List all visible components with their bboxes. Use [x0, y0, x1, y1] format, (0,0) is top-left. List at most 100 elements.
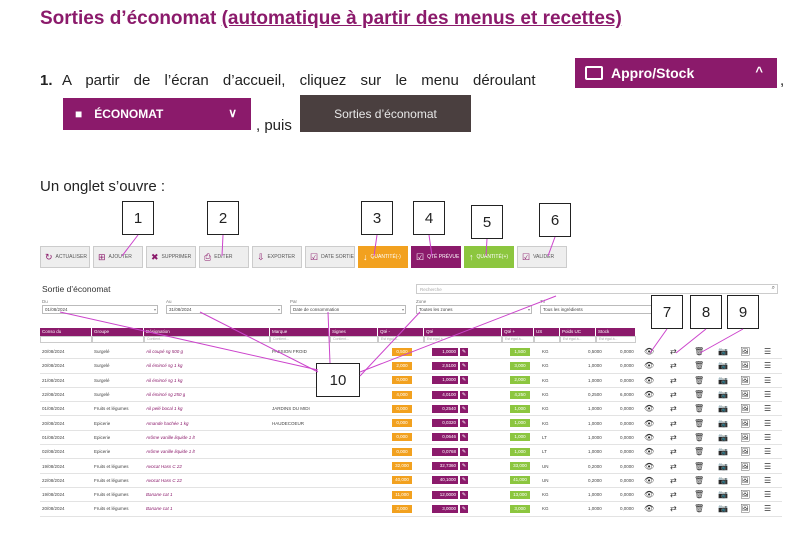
trash-icon[interactable]: 🗑 [694, 432, 705, 442]
column-filter[interactable] [92, 336, 144, 343]
image-icon[interactable]: 🖼 [740, 432, 751, 442]
qty-plus-value[interactable]: 1,000 [510, 433, 530, 442]
transfer-icon[interactable]: ⇄ [670, 504, 677, 514]
image-icon[interactable]: 🖼 [740, 361, 751, 371]
table-row[interactable]: 19/08/2024 Fruits et légumes Banane cat 1 K… [40, 488, 782, 503]
column-header[interactable]: Qté [424, 328, 502, 336]
table-row[interactable]: 01/08/2024 Epicerie Arôme vanille liquide … [40, 431, 782, 446]
qty-value[interactable]: 3,0000 [432, 504, 458, 513]
filter-du-input[interactable]: 01/08/2024 ▾ [42, 305, 158, 314]
eye-icon[interactable]: 👁 [644, 432, 655, 442]
edit-icon[interactable]: ✎ [460, 476, 468, 485]
qty-value[interactable]: 1,0000 [432, 376, 458, 385]
qty-minus-value[interactable]: 11,000 [392, 490, 412, 499]
list-icon[interactable]: ☰ [764, 361, 772, 371]
table-row[interactable]: 20/08/2024 Epicerie Amande hachée 1 kg HAUD… [40, 416, 782, 431]
transfer-icon[interactable]: ⇄ [670, 361, 677, 371]
search-icon[interactable]: ⌕ [771, 285, 775, 291]
transfer-icon[interactable]: ⇄ [670, 404, 677, 414]
eye-icon[interactable]: 👁 [644, 347, 655, 357]
qty-minus-value[interactable]: 0,000 [392, 447, 412, 456]
camera-icon[interactable]: 📷 [718, 361, 728, 371]
eye-icon[interactable]: 👁 [644, 490, 655, 500]
delete-button[interactable]: ✖ SUPPRIMER [146, 246, 196, 268]
camera-icon[interactable]: 📷 [718, 461, 728, 471]
qty-value[interactable]: 32,7360 [432, 462, 458, 471]
transfer-icon[interactable]: ⇄ [670, 375, 677, 385]
image-icon[interactable]: 🖼 [740, 490, 751, 500]
trash-icon[interactable]: 🗑 [694, 490, 705, 500]
transfer-icon[interactable]: ⇄ [670, 347, 677, 357]
trash-icon[interactable]: 🗑 [694, 418, 705, 428]
sorties-economat-menu-item[interactable]: Sorties d’économat [300, 95, 471, 132]
table-row[interactable]: 20/08/2024 Surgelé Ail coupé sg 500 g PASSI… [40, 345, 782, 360]
column-filter[interactable]: Est égal à... [424, 336, 502, 343]
qty-value[interactable]: 1,0000 [432, 347, 458, 356]
qty-minus-value[interactable]: 0,000 [392, 419, 412, 428]
column-header[interactable]: Qté - [378, 328, 424, 336]
edit-icon[interactable]: ✎ [460, 376, 468, 385]
qty-plus-value[interactable]: 4,250 [510, 390, 530, 399]
transfer-icon[interactable]: ⇄ [670, 418, 677, 428]
list-icon[interactable]: ☰ [764, 504, 772, 514]
qty-value[interactable]: 0,0768 [432, 447, 458, 456]
eye-icon[interactable]: 👁 [644, 375, 655, 385]
edit-icon[interactable]: ✎ [460, 404, 468, 413]
qty-minus-value[interactable]: 0,500 [392, 347, 412, 356]
qty-plus-value[interactable]: 3,000 [510, 504, 530, 513]
column-header[interactable]: Signes [330, 328, 378, 336]
qte-prevue-button[interactable]: ☑ QTÉ PRÉVUE [411, 246, 461, 268]
transfer-icon[interactable]: ⇄ [670, 475, 677, 485]
trash-icon[interactable]: 🗑 [694, 390, 705, 400]
transfer-icon[interactable]: ⇄ [670, 432, 677, 442]
quantity-minus-button[interactable]: ↓ QUANTITÉ(-) [358, 246, 408, 268]
column-filter[interactable] [40, 336, 92, 343]
print-button[interactable]: ⎙ EDITER [199, 246, 249, 268]
qty-value[interactable]: 40,1000 [432, 476, 458, 485]
list-icon[interactable]: ☰ [764, 461, 772, 471]
edit-icon[interactable]: ✎ [460, 433, 468, 442]
qty-plus-value[interactable]: 1,000 [510, 447, 530, 456]
image-icon[interactable]: 🖼 [740, 504, 751, 514]
camera-icon[interactable]: 📷 [718, 347, 728, 357]
edit-icon[interactable]: ✎ [460, 447, 468, 456]
image-icon[interactable]: 🖼 [740, 390, 751, 400]
export-button[interactable]: ⇩ EXPORTER [252, 246, 302, 268]
eye-icon[interactable]: 👁 [644, 390, 655, 400]
list-icon[interactable]: ☰ [764, 347, 772, 357]
filter-tri-select[interactable]: Tous les ingrédients▾ [540, 305, 656, 314]
trash-icon[interactable]: 🗑 [694, 361, 705, 371]
trash-icon[interactable]: 🗑 [694, 375, 705, 385]
image-icon[interactable]: 🖼 [740, 418, 751, 428]
list-icon[interactable]: ☰ [764, 404, 772, 414]
column-header[interactable]: Marque [270, 328, 330, 336]
list-icon[interactable]: ☰ [764, 475, 772, 485]
appro-stock-menu-button[interactable]: Appro/Stock ^ [575, 58, 777, 88]
filter-zone-select[interactable]: Toutes les zones ▾ [416, 305, 532, 314]
list-icon[interactable]: ☰ [764, 490, 772, 500]
qty-plus-value[interactable]: 13,000 [510, 490, 530, 499]
edit-icon[interactable]: ✎ [460, 490, 468, 499]
transfer-icon[interactable]: ⇄ [670, 447, 677, 457]
qty-value[interactable]: 2,5100 [432, 361, 458, 370]
camera-icon[interactable]: 📷 [718, 475, 728, 485]
qty-plus-value[interactable]: 41,000 [510, 476, 530, 485]
qty-minus-value[interactable]: 0,000 [392, 404, 412, 413]
column-filter[interactable] [534, 336, 560, 343]
qty-minus-value[interactable]: 40,000 [392, 476, 412, 485]
column-header[interactable]: US [534, 328, 560, 336]
column-filter[interactable]: Contient... [144, 336, 270, 343]
quantity-plus-button[interactable]: ↑ QUANTITÉ(+) [464, 246, 514, 268]
trash-icon[interactable]: 🗑 [694, 447, 705, 457]
column-filter[interactable]: Est égal à... [560, 336, 596, 343]
column-filter[interactable]: Est égal à... [378, 336, 424, 343]
table-row[interactable]: 22/08/2024 Surgelé Ail émincé sg 250 g KG 0,… [40, 388, 782, 403]
qty-minus-value[interactable]: 0,000 [392, 433, 412, 442]
eye-icon[interactable]: 👁 [644, 447, 655, 457]
list-icon[interactable]: ☰ [764, 375, 772, 385]
edit-icon[interactable]: ✎ [460, 462, 468, 471]
image-icon[interactable]: 🖼 [740, 404, 751, 414]
list-icon[interactable]: ☰ [764, 390, 772, 400]
list-icon[interactable]: ☰ [764, 418, 772, 428]
column-header[interactable]: Qté + [502, 328, 534, 336]
